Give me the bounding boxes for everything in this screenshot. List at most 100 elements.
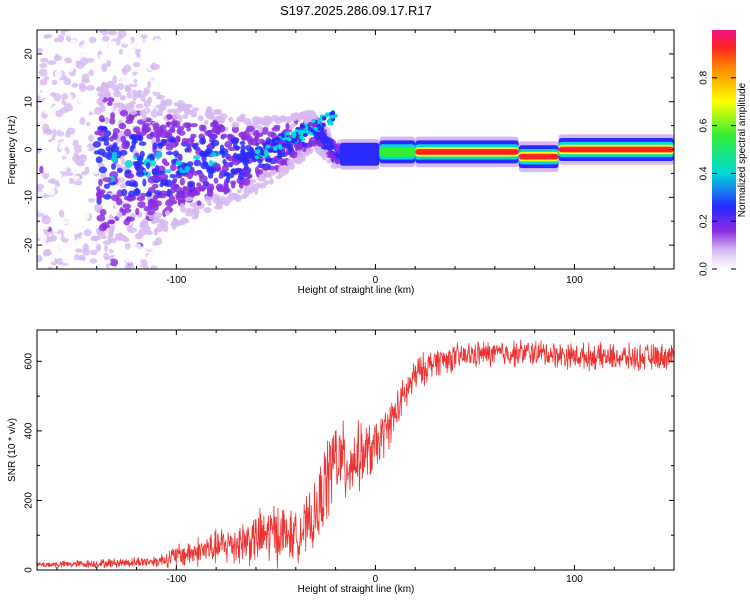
spectral-blob	[193, 159, 202, 167]
spectral-blob	[276, 137, 281, 142]
spectral-blob	[74, 66, 83, 76]
spectral-blob	[135, 170, 145, 178]
spectral-blob	[50, 248, 57, 254]
spectral-blob	[38, 248, 43, 255]
spectral-blob	[231, 125, 240, 134]
spectral-blob	[204, 194, 213, 203]
spectral-blob	[125, 114, 135, 122]
spectral-blob	[191, 107, 200, 112]
spectral-blob	[69, 209, 80, 215]
spectral-blob	[118, 30, 127, 38]
spectral-blob	[155, 151, 163, 159]
spectral-blob	[154, 237, 163, 246]
spectral-blob	[85, 202, 93, 210]
spectral-blob	[105, 146, 111, 152]
spectral-blob	[297, 158, 303, 164]
spectral-blob	[45, 188, 56, 196]
y-tick-label: -10	[24, 190, 35, 205]
spectral-blob	[184, 165, 191, 173]
spectral-blob	[221, 164, 229, 173]
spectral-blob	[119, 183, 127, 189]
spectral-blob	[181, 137, 189, 145]
y-tick-label: 200	[24, 492, 35, 509]
spectral-blob	[143, 241, 152, 249]
spectral-blob	[92, 235, 102, 241]
spectral-blob	[189, 123, 198, 128]
spectral-blob	[53, 93, 62, 102]
spectral-blob	[109, 258, 119, 267]
spectral-blob	[156, 170, 166, 175]
spectral-blob	[40, 242, 45, 250]
spectral-blob	[197, 115, 204, 122]
spectral-blob	[54, 123, 61, 128]
spectral-blob	[135, 259, 141, 267]
spectral-blob	[97, 92, 104, 97]
spectral-blob	[37, 47, 43, 53]
spectral-blob	[71, 101, 79, 108]
spectral-blob	[76, 165, 86, 171]
spectral-blob	[68, 202, 75, 211]
spectral-blob	[81, 73, 90, 82]
spectral-blob	[285, 122, 290, 130]
spectral-blob	[308, 111, 317, 119]
spectral-blob	[226, 155, 235, 162]
spectral-blob	[217, 124, 226, 133]
spectral-blob	[140, 94, 146, 102]
spectral-blob	[115, 233, 120, 239]
spectral-blob	[88, 198, 96, 203]
spectral-blob	[181, 114, 189, 119]
spectral-blob	[73, 144, 83, 153]
spectral-blob	[57, 34, 65, 43]
spectral-blob	[132, 161, 141, 166]
spectral-blob	[140, 34, 148, 39]
spectral-blob	[154, 53, 164, 63]
spectral-blob	[111, 151, 118, 160]
spectral-blob	[46, 69, 54, 74]
spectral-blob	[169, 137, 177, 143]
spectral-blob	[73, 239, 80, 248]
spectral-blob	[100, 118, 106, 123]
spectral-blob	[222, 158, 227, 165]
spectral-blob	[218, 173, 224, 179]
spectral-blob	[118, 48, 124, 55]
spectral-blob	[287, 137, 292, 142]
spectral-blob	[200, 161, 209, 170]
spectrogram-x-axis-label: Height of straight line (km)	[298, 285, 415, 296]
spectral-blob	[66, 127, 76, 135]
spectral-blob	[90, 240, 95, 247]
spectral-blob	[85, 85, 95, 91]
spectral-blob	[61, 244, 67, 253]
spectral-blob	[242, 177, 251, 186]
spectral-blob	[61, 93, 68, 100]
spectral-blob	[150, 78, 156, 86]
spectral-blob	[63, 231, 73, 239]
spectral-blob	[82, 243, 89, 252]
spectral-blob	[103, 193, 112, 200]
snr-frame	[36, 329, 675, 571]
spectral-blob	[203, 119, 209, 125]
spectral-blob	[107, 101, 113, 106]
spectral-blob	[126, 173, 135, 179]
snr-series-line	[37, 339, 674, 569]
spectral-blob	[313, 126, 318, 131]
spectral-blob	[139, 252, 146, 261]
spectral-blob	[330, 162, 339, 170]
spectral-blob	[135, 103, 144, 109]
spectral-band	[379, 149, 416, 155]
spectral-blob	[165, 199, 174, 208]
spectral-blob	[210, 114, 215, 121]
spectral-blob	[79, 211, 85, 220]
spectral-blob	[174, 186, 183, 193]
spectral-blob	[153, 194, 159, 200]
spectral-blob	[64, 57, 73, 64]
spectral-blob	[212, 163, 221, 169]
spectral-blob	[48, 76, 53, 81]
spectral-blob	[71, 76, 79, 82]
spectral-blob	[210, 139, 220, 147]
spectral-blob	[93, 241, 104, 247]
spectral-blob	[55, 172, 62, 182]
spectral-blob	[156, 41, 165, 49]
spectral-blob	[264, 120, 271, 126]
spectral-blob	[184, 196, 193, 202]
spectral-blob	[259, 149, 265, 154]
